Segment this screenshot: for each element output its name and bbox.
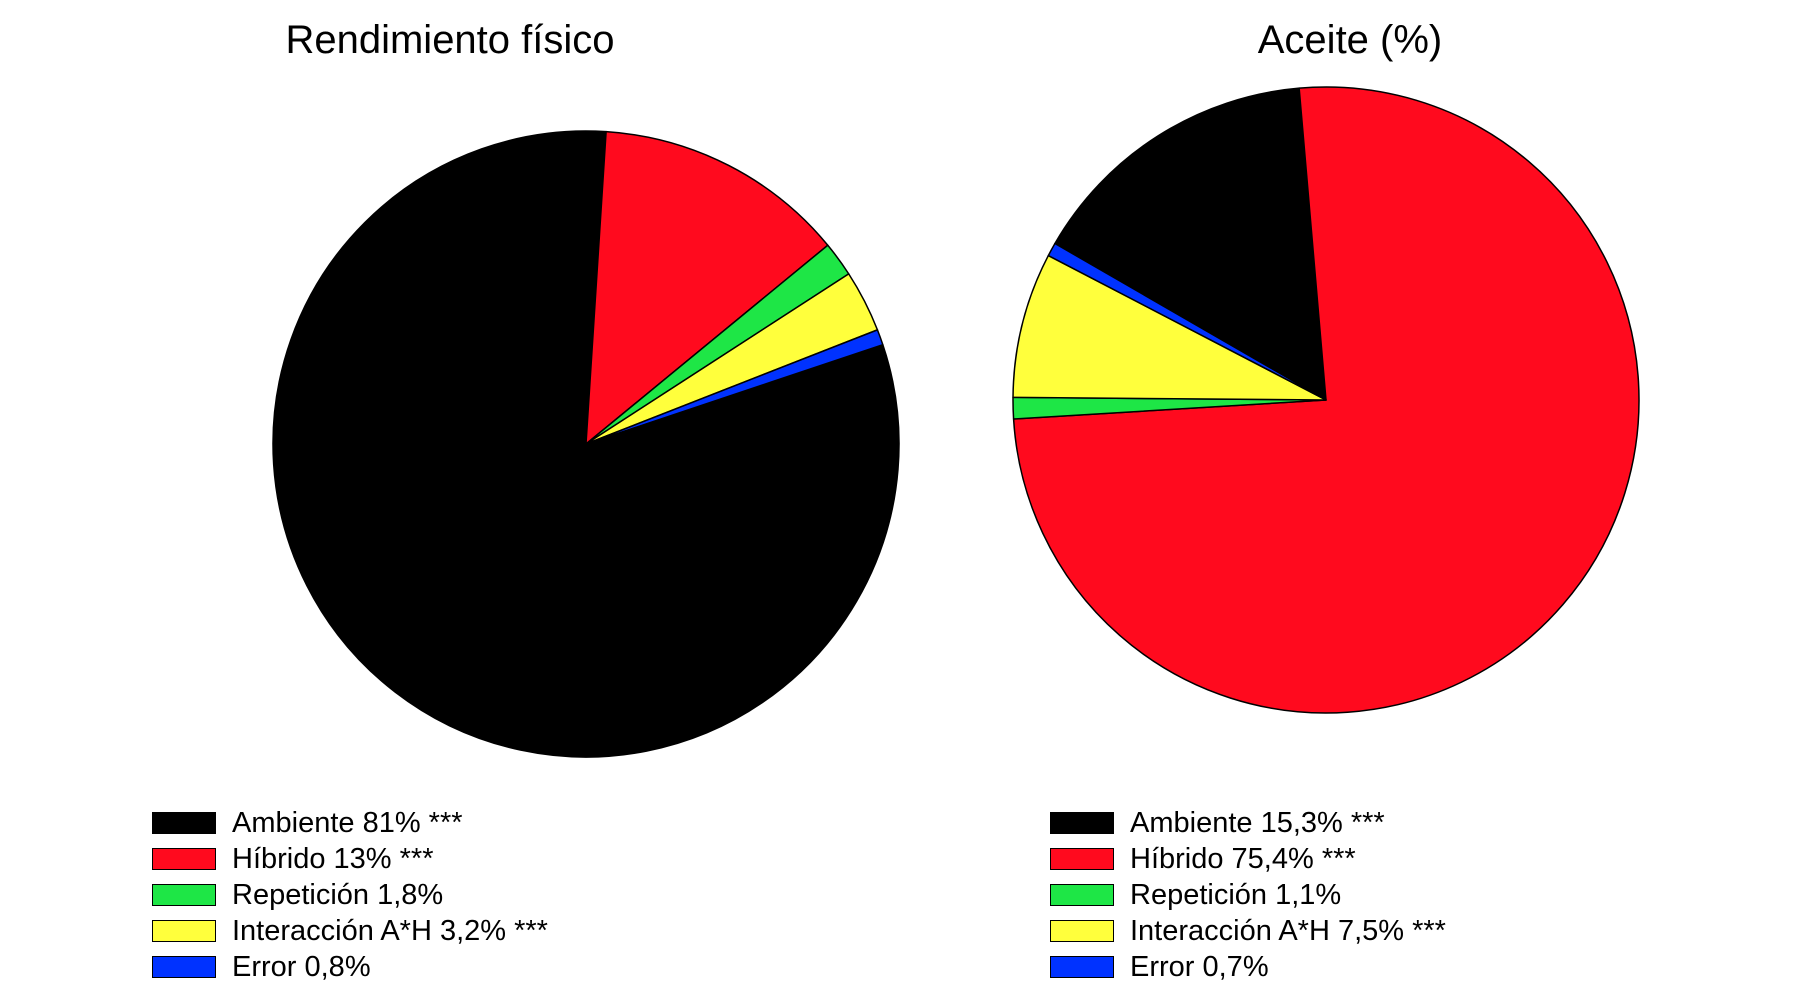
legend-swatch-hibrido [152,848,216,870]
legend-label: Interacción A*H 3,2% *** [232,915,548,947]
chart-aceite: Aceite (%) Ambiente 15,3% *** Híbrido 75… [900,0,1800,1000]
legend-item-ambiente: Ambiente 15,3% *** [1050,805,1446,841]
legend-label: Error 0,8% [232,951,371,983]
legend-item-error: Error 0,7% [1050,949,1446,985]
pie-chart [272,130,900,758]
legend-swatch-repeticion [1050,884,1114,906]
legend-item-ambiente: Ambiente 81% *** [152,805,548,841]
legend-label: Error 0,7% [1130,951,1269,983]
legend-label: Híbrido 13% *** [232,843,434,875]
legend-label: Repetición 1,1% [1130,879,1342,911]
legend-item-hibrido: Híbrido 13% *** [152,841,548,877]
legend-swatch-error [152,956,216,978]
legend-item-hibrido: Híbrido 75,4% *** [1050,841,1446,877]
legend-swatch-ambiente [1050,812,1114,834]
pie-slice-híbrido [585,130,829,445]
legend-label: Repetición 1,8% [232,879,444,911]
legend-swatch-ambiente [152,812,216,834]
chart-title: Rendimiento físico [285,18,615,62]
legend-label: Ambiente 15,3% *** [1130,807,1385,839]
pie-chart [1012,86,1640,714]
legend-label: Interacción A*H 7,5% *** [1130,915,1446,947]
legend-item-error: Error 0,8% [152,949,548,985]
legend-item-repeticion: Repetición 1,1% [1050,877,1446,913]
pie-slice-error [1047,242,1327,401]
pie-slice-interacción-a-h [1012,254,1327,401]
chart-rendimiento-fisico: Rendimiento físico Ambiente 81% *** Híbr… [152,18,900,985]
legend-item-interaccion: Interacción A*H 7,5% *** [1050,913,1446,949]
chart-title: Aceite (%) [1257,18,1443,62]
legend-label: Híbrido 75,4% *** [1130,843,1356,875]
legend-swatch-interaccion [1050,920,1114,942]
legend-item-interaccion: Interacción A*H 3,2% *** [152,913,548,949]
legend: Ambiente 15,3% *** Híbrido 75,4% *** Rep… [1050,805,1446,985]
pie-slice-ambiente [1054,87,1327,401]
legend-item-repeticion: Repetición 1,8% [152,877,548,913]
legend-swatch-repeticion [152,884,216,906]
legend-swatch-error [1050,956,1114,978]
legend: Ambiente 81% *** Híbrido 13% *** Repetic… [152,805,548,985]
legend-swatch-hibrido [1050,848,1114,870]
pie-slice-ambiente [272,130,900,758]
legend-swatch-interaccion [152,920,216,942]
pie-slice-error [585,329,884,445]
legend-label: Ambiente 81% *** [232,807,463,839]
